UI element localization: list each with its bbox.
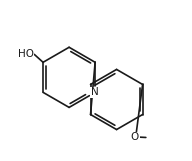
Text: N: N — [91, 87, 99, 97]
Text: HO: HO — [18, 49, 34, 59]
Text: O: O — [131, 133, 139, 142]
